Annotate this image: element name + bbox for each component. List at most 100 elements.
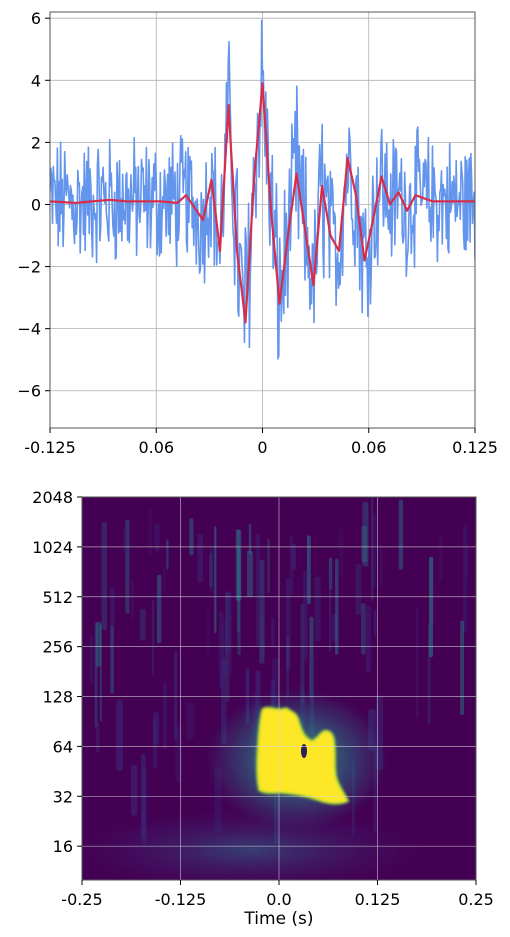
spectrogram-low-band [82, 810, 420, 880]
spectrogram-streak [300, 603, 305, 705]
spectrogram-streak [206, 608, 210, 659]
spectrogram-streak [174, 650, 178, 741]
spectrogram-streak [372, 513, 376, 588]
spectrogram-x-tick-label: 0.25 [458, 890, 494, 909]
spectrogram-x-axis: -0.25 -0.125 0.0 0.125 0.25 [61, 880, 494, 909]
spectrogram-streak [465, 547, 469, 581]
top-y-tick-label: 6 [31, 9, 41, 28]
spectrogram-streak [307, 535, 311, 605]
spectrogram-streak [285, 578, 291, 671]
timeseries-chart: 6 4 2 0 −2 −4 −6 -0.125 0.06 0 0.06 0.125 [17, 9, 498, 457]
spectrogram-y-tick-label: 512 [42, 588, 73, 607]
x-axis-label: Time (s) [243, 909, 313, 929]
spectrogram-streak [89, 636, 93, 683]
spectrogram-streak [154, 523, 160, 552]
spectrogram-streak [335, 558, 339, 655]
spectrogram-streak [271, 618, 275, 647]
spectrogram-chart: 16 32 64 128 256 512 1024 2048 -0.25 -0.125 0.0 0.… [32, 488, 494, 929]
spectrogram-x-tick-label: 0.125 [355, 890, 401, 909]
spectrogram-streak [209, 553, 213, 587]
spectrogram-y-axis: 16 32 64 128 256 512 1024 2048 [32, 488, 82, 856]
spectrogram-streak [163, 681, 167, 750]
spectrogram-texture [89, 497, 469, 846]
top-y-tick-label: 4 [31, 71, 41, 90]
spectrogram-x-tick-label: 0.0 [266, 890, 291, 909]
spectrogram-streak [152, 711, 160, 745]
spectrogram-x-tick-label: -0.125 [155, 890, 207, 909]
spectrogram-streak [131, 580, 135, 619]
spectrogram-y-tick-label: 2048 [32, 488, 73, 507]
spectrogram-streak [247, 550, 253, 597]
spectrogram-streak [379, 544, 383, 588]
spectrogram-y-tick-label: 128 [42, 688, 73, 707]
spectrogram-hotspot-hole [301, 744, 307, 758]
top-y-tick-label: −4 [17, 320, 41, 339]
spectrogram-streak [185, 702, 194, 740]
spectrogram-streak [267, 538, 270, 594]
spectrogram-streak [362, 502, 369, 567]
spectrogram-y-tick-label: 64 [53, 737, 73, 756]
spectrogram-streak [94, 622, 98, 728]
spectrogram-streak [197, 534, 204, 583]
series-line-raw [50, 19, 475, 360]
spectrogram-y-tick-label: 16 [53, 837, 73, 856]
spectrogram-streak [130, 764, 138, 816]
spectrogram-streak [415, 608, 419, 718]
top-y-tick-label: 0 [31, 195, 41, 214]
top-x-tick-label: 0.06 [351, 438, 387, 457]
spectrogram-streak [463, 524, 468, 633]
spectrogram-streak [303, 570, 308, 660]
spectrogram-streak [139, 608, 146, 641]
spectrogram-streak [291, 543, 296, 570]
spectrogram-streak [225, 591, 231, 655]
top-x-tick-label: 0.125 [452, 438, 498, 457]
spectrogram-streak [332, 614, 338, 641]
spectrogram-streak [110, 587, 115, 631]
spectrogram-streak [361, 603, 366, 655]
spectrogram-streak [99, 624, 102, 722]
spectrogram-streak [151, 600, 155, 676]
series-line-waveform [50, 82, 475, 324]
spectrogram-streak [439, 535, 442, 581]
spectrogram-streak [289, 535, 294, 595]
spectrogram-streak [95, 721, 100, 753]
spectrogram-streak [148, 509, 153, 556]
top-y-tick-label: −2 [17, 258, 41, 277]
top-y-tick-label: 2 [31, 133, 41, 152]
spectrogram-x-tick-label: -0.25 [61, 890, 102, 909]
spectrogram-streak [214, 526, 217, 633]
top-x-tick-label: -0.125 [24, 438, 76, 457]
top-y-axis: 6 4 2 0 −2 −4 −6 [17, 9, 50, 401]
spectrogram-streak [398, 499, 404, 570]
spectrogram-streak [209, 548, 214, 594]
spectrogram-streak [152, 717, 157, 769]
spectrogram-streak [373, 610, 377, 637]
spectrogram-streak [255, 533, 261, 647]
spectrogram-streak [248, 523, 252, 555]
spectrogram-streak [95, 621, 102, 667]
spectrogram-streak [189, 518, 194, 556]
spectrogram-streak [237, 529, 240, 632]
spectrogram-streak [355, 564, 362, 615]
top-x-tick-label: 0 [257, 438, 267, 457]
spectrogram-streak [122, 526, 129, 553]
spectrogram-streak [314, 576, 321, 641]
spectrogram-streak [101, 522, 107, 630]
spectrogram-streak [157, 574, 162, 644]
spectrogram-streak [110, 625, 114, 694]
spectrogram-streak [361, 525, 368, 563]
spectrogram-streak [338, 528, 344, 577]
spectrogram-streak [175, 725, 182, 783]
top-x-axis: -0.125 0.06 0 0.06 0.125 [24, 428, 498, 457]
spectrogram-streak [228, 593, 232, 675]
spectrogram-streak [460, 620, 465, 716]
spectrogram-streak [329, 570, 332, 653]
spectrogram-y-tick-label: 32 [53, 787, 73, 806]
spectrogram-y-tick-label: 256 [42, 638, 73, 657]
spectrogram-streak [125, 519, 130, 614]
spectrogram-streak [116, 699, 123, 772]
top-y-tick-label: −6 [17, 382, 41, 401]
spectrogram-streak [237, 547, 241, 656]
spectrogram-streak [166, 539, 169, 570]
